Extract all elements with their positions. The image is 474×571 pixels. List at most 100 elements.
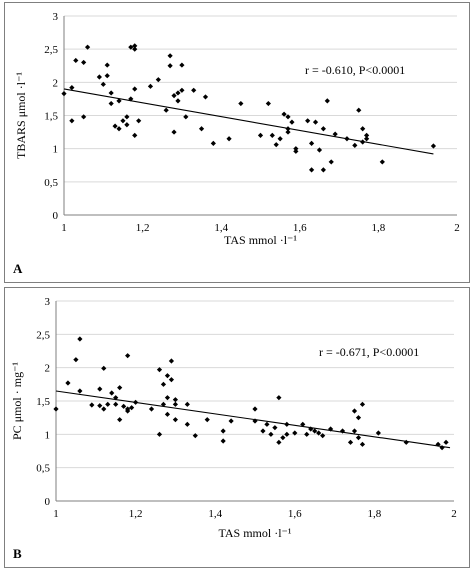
data-point — [167, 63, 173, 69]
y-tick-label: 2 — [53, 77, 59, 89]
y-tick-label: 0,5 — [36, 463, 50, 475]
x-tick-label: 1 — [53, 508, 59, 520]
data-point — [164, 373, 171, 379]
data-point — [265, 100, 271, 107]
correlation-annotation: r = -0.610, P<0.0001 — [305, 63, 405, 77]
data-point — [179, 62, 185, 68]
data-point — [168, 358, 175, 364]
data-point — [77, 336, 83, 342]
y-tick-label: 1,5 — [36, 396, 50, 408]
data-point — [163, 107, 169, 113]
data-point — [316, 147, 323, 153]
data-point — [320, 126, 326, 132]
data-point — [108, 90, 114, 96]
data-point — [210, 140, 216, 146]
data-point — [328, 159, 334, 165]
data-point — [308, 140, 315, 146]
y-tick-label: 2,5 — [36, 329, 50, 341]
data-point — [108, 100, 114, 107]
data-point — [355, 415, 362, 421]
data-point — [324, 98, 330, 104]
y-tick-label: 1 — [53, 144, 59, 156]
data-point — [269, 132, 275, 138]
data-point — [332, 131, 338, 137]
data-point — [184, 421, 190, 427]
data-point — [289, 119, 295, 125]
data-point — [167, 53, 173, 59]
data-point — [172, 417, 178, 423]
data-point — [308, 426, 314, 432]
y-axis-title: TBARS μmol ·l⁻¹ — [14, 72, 28, 159]
data-point — [351, 428, 358, 434]
data-point — [132, 43, 138, 49]
x-tick-label: 1,4 — [214, 222, 228, 234]
data-point — [128, 96, 134, 102]
data-point — [183, 114, 189, 120]
trendline — [63, 88, 434, 155]
x-tick-label: 1,2 — [129, 508, 143, 520]
scatter-plot-b: 0 0,5 1 1,5 2 2,5 3 1 1,2 1,4 1,6 1,8 2 r = -0.671, P… — [10, 296, 457, 561]
y-axis-title: PC μmol · mg⁻¹ — [10, 362, 24, 440]
data-point — [320, 433, 326, 439]
data-point — [347, 439, 354, 445]
correlation-annotation: r = -0.671, P<0.0001 — [319, 345, 419, 359]
data-point — [175, 90, 181, 96]
panel-label: B — [13, 546, 22, 561]
data-point — [89, 402, 95, 408]
trendline — [55, 390, 451, 449]
data-point — [171, 93, 177, 99]
data-point — [128, 44, 134, 50]
data-point — [148, 406, 155, 412]
x-axis-title: TAS mmol ·l⁻¹ — [224, 233, 297, 247]
y-tick-label: 3 — [53, 11, 59, 23]
data-point — [443, 439, 449, 445]
x-tick-label: 1,4 — [208, 508, 222, 520]
data-point — [97, 403, 103, 409]
data-point — [293, 146, 299, 152]
x-tick-label: 2 — [454, 222, 460, 234]
data-point — [160, 381, 167, 387]
data-point — [260, 428, 266, 434]
x-tick-label: 1 — [61, 222, 67, 234]
data-point — [73, 357, 79, 363]
x-axis-title: TAS mmol ·l⁻¹ — [219, 526, 292, 540]
data-point — [61, 91, 67, 97]
data-point — [136, 118, 142, 124]
data-point — [53, 406, 59, 412]
data-point — [112, 123, 118, 129]
x-tick-label: 2 — [451, 508, 457, 520]
data-point — [65, 380, 71, 386]
y-tick-label: 3 — [45, 296, 51, 308]
y-tick-label: 0 — [45, 496, 51, 508]
data-point — [375, 430, 381, 436]
x-tick-label: 1,8 — [368, 508, 382, 520]
data-point — [305, 118, 311, 124]
data-point — [104, 62, 110, 68]
data-point — [156, 431, 163, 437]
data-point — [179, 87, 185, 93]
data-point — [171, 129, 177, 135]
data-point — [320, 167, 326, 173]
data-point — [351, 408, 358, 414]
data-point — [105, 401, 111, 407]
data-point — [100, 81, 106, 87]
data-point — [360, 126, 366, 132]
data-point — [155, 77, 161, 83]
data-point — [116, 126, 122, 132]
y-tick-label: 2 — [45, 363, 51, 375]
data-point — [359, 441, 366, 447]
data-point — [97, 386, 103, 392]
data-point — [316, 430, 322, 436]
data-point — [125, 406, 131, 412]
data-point — [220, 438, 226, 444]
scatter-plot-a: 0 0,5 1 1,5 2 2,5 3 1 1,2 1,4 1,6 1,8 2 r = -0.610, P… — [13, 11, 460, 276]
data-point — [69, 118, 75, 124]
data-point — [132, 132, 138, 138]
data-point — [81, 114, 87, 120]
chart-panel-a: 0 0,5 1 1,5 2 2,5 3 1 1,2 1,4 1,6 1,8 2 r = -0.610, P… — [4, 2, 470, 283]
data-point — [285, 129, 291, 135]
data-point — [198, 126, 205, 132]
data-point — [276, 439, 282, 445]
data-point — [191, 87, 197, 93]
data-point — [359, 401, 366, 407]
